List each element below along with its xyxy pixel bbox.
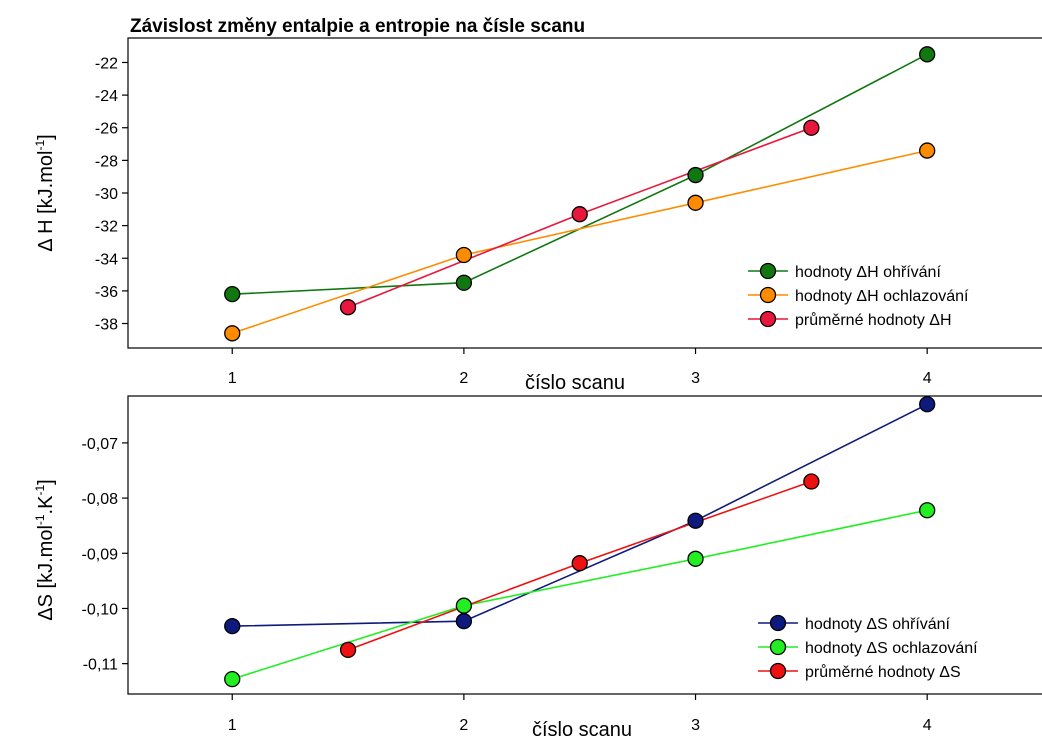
- x-tick-label: 2: [459, 370, 468, 387]
- data-point: [224, 286, 241, 303]
- y-tick-label: -38: [95, 317, 118, 334]
- data-point: [687, 512, 704, 529]
- y-axis-label-sup2: -1: [33, 485, 47, 496]
- legend-label: průměrné hodnoty ΔS: [805, 663, 961, 681]
- y-axis-label-sup: -1: [33, 514, 47, 525]
- x-tick-label: 1: [228, 717, 237, 734]
- y-tick-label: -30: [95, 186, 118, 203]
- data-point: [919, 46, 936, 63]
- y-axis-label-sup: -1: [33, 140, 47, 151]
- data-point: [339, 641, 357, 659]
- data-point: [224, 325, 241, 342]
- legend-marker: [769, 662, 787, 680]
- enthalpy-panel: Δ H [kJ.mol-1] číslo scanu -38 -36 -34 -32 -…: [33, 37, 1042, 394]
- y-axis-label-tail: ]: [35, 479, 57, 485]
- y-tick-label: -36: [95, 284, 118, 301]
- legend-label: hodnoty ΔH ohřívání: [795, 264, 941, 281]
- y-axis-label: Δ H [kJ.mol-1]: [33, 134, 57, 251]
- data-point: [687, 550, 704, 567]
- svg-text:ΔS [kJ.mol-1.K-1]: ΔS [kJ.mol-1.K-1]: [33, 479, 57, 620]
- data-point: [919, 396, 936, 413]
- legend-marker: [759, 262, 777, 280]
- y-axis-label-mid: .K: [35, 495, 57, 515]
- y-tick-label: -0,11: [83, 657, 118, 674]
- y-axis-label-tail: ]: [35, 134, 57, 140]
- legend-label: průměrné hodnoty ΔH: [795, 311, 952, 329]
- data-point: [803, 119, 820, 136]
- data-point: [687, 194, 704, 211]
- y-tick-label: -0,09: [82, 546, 119, 563]
- y-axis-label: ΔS [kJ.mol-1.K-1]: [33, 479, 57, 620]
- legend-marker: [759, 310, 777, 328]
- x-axis-label: číslo scanu: [532, 719, 632, 741]
- x-tick-label: 4: [923, 717, 932, 734]
- y-axis-label-text: Δ H [kJ.mol: [35, 151, 57, 252]
- data-point: [803, 473, 820, 490]
- y-tick-label: -22: [95, 55, 118, 72]
- y-tick-label: -28: [95, 153, 118, 170]
- y-tick-label: -32: [95, 219, 118, 236]
- data-point: [455, 597, 473, 614]
- y-tick-label: -0,08: [82, 491, 119, 508]
- series-line-1: [232, 403, 928, 627]
- data-point: [455, 246, 473, 264]
- y-tick-label: -0,07: [82, 436, 119, 453]
- legend-label: hodnoty ΔH ochlazování: [795, 288, 969, 305]
- y-tick-label: -34: [95, 251, 118, 268]
- data-point: [687, 166, 704, 184]
- legend-marker: [759, 286, 777, 304]
- data-point: [919, 502, 936, 519]
- x-axis-label: číslo scanu: [525, 372, 625, 394]
- y-tick-label: -0,10: [82, 601, 119, 618]
- x-tick-label: 3: [691, 717, 700, 734]
- plot-frame: [127, 395, 1042, 695]
- legend-label: hodnoty ΔS ochlazování: [805, 640, 978, 657]
- y-axis-label-text: ΔS [kJ.mol: [35, 525, 57, 621]
- chart-title: Závislost změny entalpie a entropie na č…: [130, 16, 585, 37]
- data-point: [455, 613, 473, 630]
- x-tick-label: 2: [459, 717, 468, 734]
- data-point: [224, 617, 241, 635]
- legend-label: hodnoty ΔS ohřívání: [805, 616, 951, 633]
- x-tick-label: 3: [691, 370, 700, 387]
- data-point: [455, 274, 473, 291]
- x-tick-label: 4: [923, 370, 932, 387]
- data-point: [919, 142, 936, 159]
- data-point: [224, 670, 241, 688]
- data-point: [571, 555, 588, 572]
- y-tick-label: -24: [95, 88, 118, 105]
- x-tick-label: 1: [228, 370, 237, 387]
- data-point: [571, 206, 588, 223]
- data-point: [339, 299, 357, 316]
- legend-marker: [769, 614, 787, 632]
- series-line-2: [231, 149, 928, 335]
- svg-text:Δ H [kJ.mol-1]: Δ H [kJ.mol-1]: [33, 134, 57, 251]
- legend-marker: [769, 638, 787, 656]
- y-tick-label: -26: [95, 121, 118, 138]
- entropy-panel: ΔS [kJ.mol-1.K-1] číslo scanu -0,11-0,10…: [33, 395, 1042, 741]
